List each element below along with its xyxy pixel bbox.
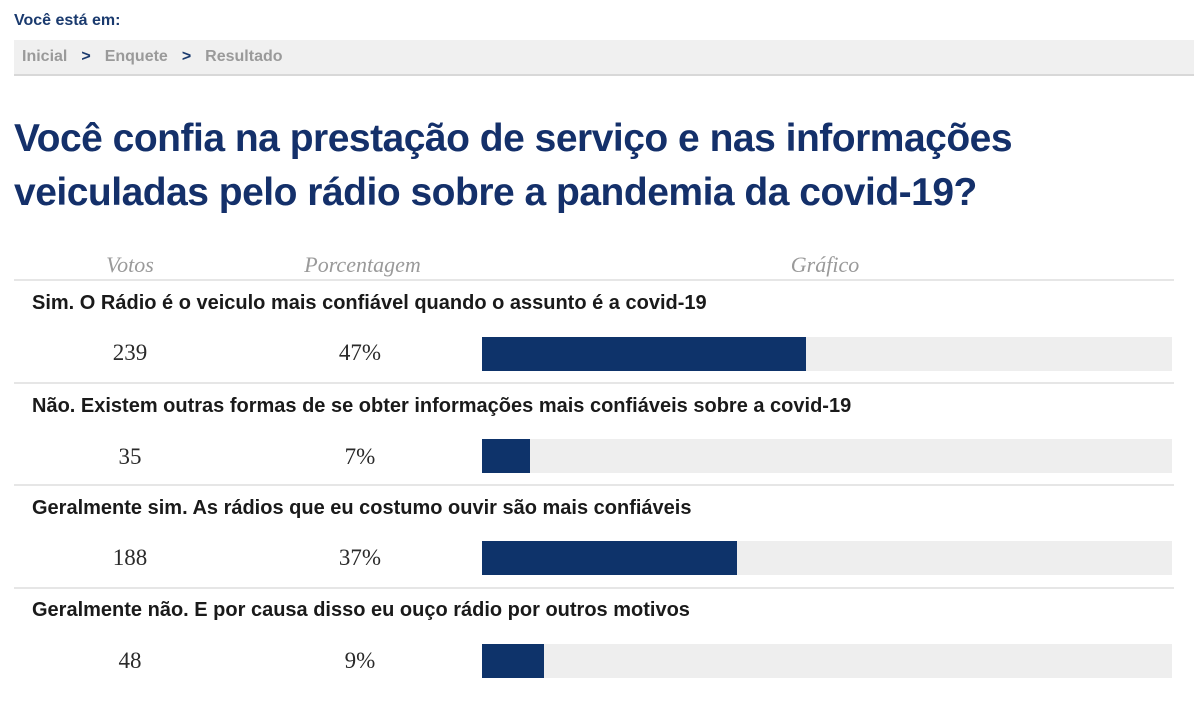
result-bar [482,541,738,575]
result-bar [482,439,531,473]
breadcrumb-resultado-current: Resultado [205,48,283,65]
option-votes-value: 35 [118,444,142,469]
option-label: Não. Existem outras formas de se obter i… [32,395,852,417]
result-bar-track [482,439,1172,473]
option-percent-value: 9% [344,648,376,673]
breadcrumb-separator-icon: > [181,48,192,65]
option-votes-value: 239 [112,340,148,365]
row-divider [14,587,1174,589]
breadcrumb-inicial-link[interactable]: Inicial [22,48,68,65]
option-label: Geralmente não. E por causa disso eu ouç… [32,599,690,621]
option-votes-value: 48 [118,648,142,673]
breadcrumb-separator-icon: > [81,48,91,65]
option-percent-value: 47% [338,340,382,365]
breadcrumb: Inicial > Enquete > Resultado [14,40,1194,76]
option-percent-value: 37% [338,545,382,570]
result-bar [482,644,545,678]
row-divider [14,484,1174,486]
option-percent-value: 7% [344,444,376,469]
percent-column-header: Porcentagem [304,252,421,277]
header-divider [14,279,1174,281]
votes-column-header: Votos [106,252,154,277]
result-bar-track [482,644,1172,678]
result-bar-track [482,541,1172,575]
location-label: Você está em: [14,12,121,29]
option-votes-value: 188 [112,545,148,570]
poll-question-title: Você confia na prestação de serviço e na… [14,117,1013,214]
option-label: Geralmente sim. As rádios que eu costumo… [32,497,692,519]
row-divider [14,382,1174,384]
result-bar-track [482,337,1172,371]
chart-column-header: Gráfico [790,252,860,277]
result-bar [482,337,807,371]
option-label: Sim. O Rádio é o veiculo mais confiável … [32,292,707,314]
breadcrumb-enquete-link[interactable]: Enquete [104,48,168,65]
